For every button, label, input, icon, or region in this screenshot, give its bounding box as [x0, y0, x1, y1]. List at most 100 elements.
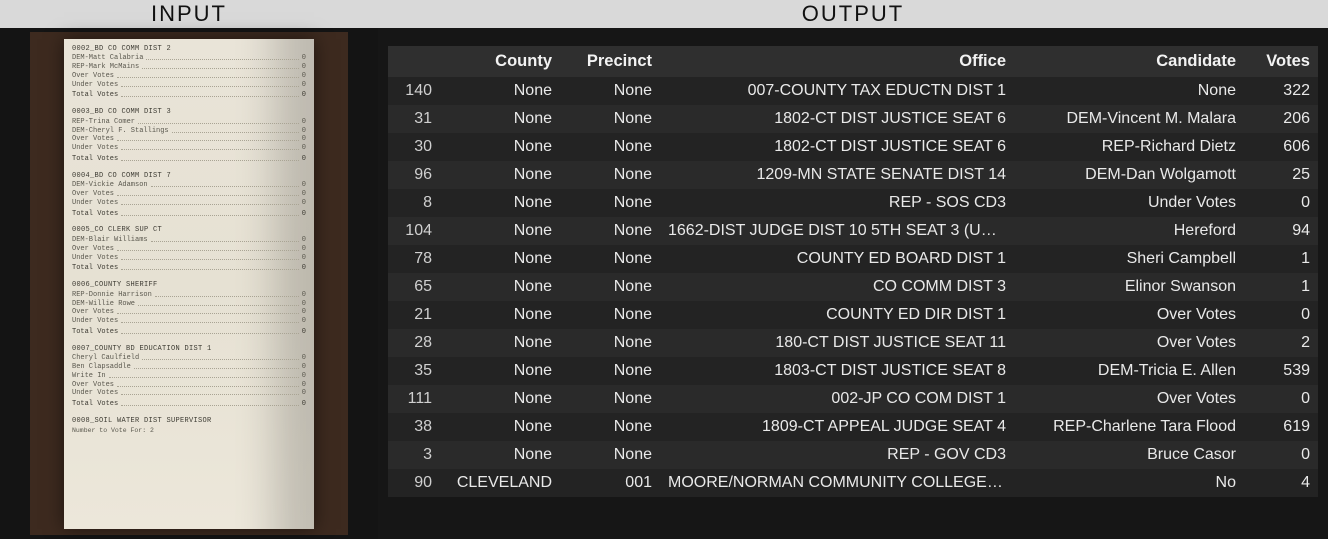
- receipt-line-label: REP-Mark McMains: [72, 63, 139, 72]
- table-cell: 35: [388, 357, 440, 385]
- receipt-line-value: 0: [302, 363, 306, 372]
- receipt-line-label: REP-Trina Comer: [72, 118, 135, 127]
- table-cell: 007-COUNTY TAX EDUCTN DIST 1: [660, 77, 1014, 105]
- table-cell: Under Votes: [1014, 189, 1244, 217]
- table-cell: None: [440, 357, 560, 385]
- table-cell: Elinor Swanson: [1014, 273, 1244, 301]
- table-row[interactable]: 8NoneNoneREP - SOS CD3Under Votes0: [388, 189, 1318, 217]
- col-header-index[interactable]: [388, 46, 440, 77]
- table-row[interactable]: 31NoneNone1802-CT DIST JUSTICE SEAT 6DEM…: [388, 105, 1318, 133]
- table-row[interactable]: 21NoneNoneCOUNTY ED DIR DIST 1Over Votes…: [388, 301, 1318, 329]
- col-header-precinct[interactable]: Precinct: [560, 46, 660, 77]
- col-header-candidate[interactable]: Candidate: [1014, 46, 1244, 77]
- receipt-line-value: 0: [302, 291, 306, 300]
- table-cell: None: [560, 245, 660, 273]
- receipt-line: Over Votes0: [72, 135, 306, 144]
- receipt-line-label: Over Votes: [72, 135, 114, 144]
- receipt-section-header: 0006_COUNTY SHERIFF: [72, 281, 306, 291]
- receipt-line-label: Over Votes: [72, 245, 114, 254]
- table-row[interactable]: 65NoneNoneCO COMM DIST 3Elinor Swanson1: [388, 273, 1318, 301]
- header-bar: INPUT OUTPUT: [0, 0, 1328, 28]
- receipt-line: DEM-Cheryl F. Stallings0: [72, 127, 306, 136]
- receipt-line-value: 0: [302, 144, 306, 153]
- table-row[interactable]: 38NoneNone1809-CT APPEAL JUDGE SEAT 4REP…: [388, 413, 1318, 441]
- receipt-total-label: Total Votes: [72, 328, 118, 337]
- col-header-office[interactable]: Office: [660, 46, 1014, 77]
- table-cell: None: [560, 385, 660, 413]
- receipt-line-value: 0: [302, 372, 306, 381]
- main-split: 0002_BD CO COMM DIST 2DEM-Matt Calabria0…: [0, 28, 1328, 539]
- receipt-line: DEM-Blair Williams0: [72, 236, 306, 245]
- table-row[interactable]: 3NoneNoneREP - GOV CD3Bruce Casor0: [388, 441, 1318, 469]
- table-cell: None: [560, 161, 660, 189]
- receipt-line-label: Under Votes: [72, 254, 118, 263]
- receipt-line-value: 0: [302, 300, 306, 309]
- receipt-line-value: 0: [302, 54, 306, 63]
- receipt-line: DEM-Vickie Adamson0: [72, 181, 306, 190]
- table-row[interactable]: 30NoneNone1802-CT DIST JUSTICE SEAT 6REP…: [388, 133, 1318, 161]
- receipt-line: Over Votes0: [72, 381, 306, 390]
- table-row[interactable]: 104NoneNone1662-DIST JUDGE DIST 10 5TH S…: [388, 217, 1318, 245]
- receipt-line-value: 0: [302, 81, 306, 90]
- receipt-line-label: Under Votes: [72, 389, 118, 398]
- table-cell: 21: [388, 301, 440, 329]
- input-label: INPUT: [0, 0, 378, 28]
- table-cell: CLEVELAND: [440, 469, 560, 497]
- table-cell: 0: [1244, 189, 1318, 217]
- receipt-line-label: Write In: [72, 372, 106, 381]
- table-row[interactable]: 28NoneNone180-CT DIST JUSTICE SEAT 11Ove…: [388, 329, 1318, 357]
- table-cell: 2: [1244, 329, 1318, 357]
- receipt-line: Under Votes0: [72, 389, 306, 398]
- receipt-line-label: Under Votes: [72, 317, 118, 326]
- receipt-line-value: 0: [302, 245, 306, 254]
- receipt-line: Over Votes0: [72, 190, 306, 199]
- table-row[interactable]: 96NoneNone1209-MN STATE SENATE DIST 14DE…: [388, 161, 1318, 189]
- table-row[interactable]: 111NoneNone002-JP CO COM DIST 1Over Vote…: [388, 385, 1318, 413]
- receipt-section: 0003_BD CO COMM DIST 3REP-Trina Comer0DE…: [72, 108, 306, 164]
- table-cell: 002-JP CO COM DIST 1: [660, 385, 1014, 413]
- table-cell: None: [560, 441, 660, 469]
- table-cell: 31: [388, 105, 440, 133]
- col-header-votes[interactable]: Votes: [1244, 46, 1318, 77]
- table-cell: None: [560, 273, 660, 301]
- table-cell: None: [440, 413, 560, 441]
- table-row[interactable]: 35NoneNone1803-CT DIST JUSTICE SEAT 8DEM…: [388, 357, 1318, 385]
- receipt-line: Cheryl Caulfield0: [72, 354, 306, 363]
- receipt-section-header: 0005_CO CLERK SUP CT: [72, 226, 306, 236]
- table-cell: 111: [388, 385, 440, 413]
- table-cell: None: [440, 189, 560, 217]
- output-pane: County Precinct Office Candidate Votes 1…: [378, 28, 1328, 539]
- table-row[interactable]: 90CLEVELAND001MOORE/NORMAN COMMUNITY COL…: [388, 469, 1318, 497]
- table-cell: 1: [1244, 273, 1318, 301]
- receipt-line: DEM-Matt Calabria 0: [72, 54, 306, 63]
- receipt-section: 0004_BD CO COMM DIST 7DEM-Vickie Adamson…: [72, 172, 306, 219]
- receipt-total: Total Votes0: [72, 328, 306, 337]
- table-cell: 140: [388, 77, 440, 105]
- table-row[interactable]: 78NoneNoneCOUNTY ED BOARD DIST 1Sheri Ca…: [388, 245, 1318, 273]
- table-cell: Over Votes: [1014, 301, 1244, 329]
- table-cell: 1803-CT DIST JUSTICE SEAT 8: [660, 357, 1014, 385]
- receipt-line-value: 0: [302, 254, 306, 263]
- receipt-line: Over Votes0: [72, 72, 306, 81]
- table-cell: 65: [388, 273, 440, 301]
- receipt-line-value: 0: [302, 63, 306, 72]
- table-cell: None: [440, 329, 560, 357]
- table-row[interactable]: 140NoneNone007-COUNTY TAX EDUCTN DIST 1N…: [388, 77, 1318, 105]
- table-cell: 96: [388, 161, 440, 189]
- col-header-county[interactable]: County: [440, 46, 560, 77]
- receipt-total-value: 0: [302, 264, 306, 273]
- table-cell: DEM-Dan Wolgamott: [1014, 161, 1244, 189]
- table-cell: 206: [1244, 105, 1318, 133]
- table-cell: DEM-Tricia E. Allen: [1014, 357, 1244, 385]
- table-cell: DEM-Vincent M. Malara: [1014, 105, 1244, 133]
- receipt-line: Under Votes0: [72, 144, 306, 153]
- table-cell: 619: [1244, 413, 1318, 441]
- table-cell: Hereford: [1014, 217, 1244, 245]
- receipt-line: Under Votes0: [72, 317, 306, 326]
- receipt-section-header: 0008_SOIL WATER DIST SUPERVISOR: [72, 417, 306, 427]
- receipt-line-label: DEM-Matt Calabria: [72, 54, 143, 63]
- receipt-line-value: 0: [302, 127, 306, 136]
- receipt-section-header: 0007_COUNTY BD EDUCATION DIST 1: [72, 345, 306, 355]
- receipt-line-label: DEM-Willie Rowe: [72, 300, 135, 309]
- receipt-line-value: 0: [302, 118, 306, 127]
